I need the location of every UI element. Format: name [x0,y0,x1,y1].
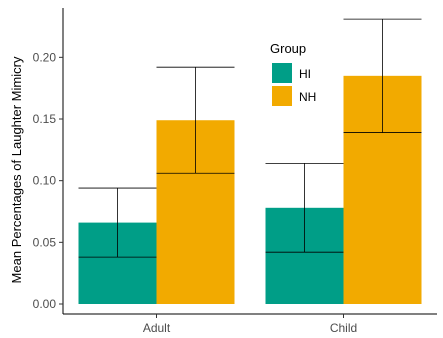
y-tick-label: 0.05 [33,235,57,249]
y-axis-ticks: 0.00 0.05 0.10 0.15 0.20 [33,50,63,311]
y-tick-label: 0.15 [33,112,57,126]
y-tick-label: 0.10 [33,174,57,188]
legend: Group HI NH [270,41,316,106]
y-tick-label: 0.20 [33,50,57,64]
legend-swatch-nh [272,86,292,106]
plot-area [78,18,422,304]
y-tick-label: 0.00 [33,297,57,311]
legend-label-nh: NH [299,90,316,104]
x-tick-label: Child [330,321,357,335]
x-tick-label: Adult [143,321,171,335]
x-axis-ticks: Adult Child [143,314,357,335]
legend-title: Group [270,41,306,56]
y-axis-title: Mean Percentages of Laughter Mimicry [9,56,24,283]
legend-label-hi: HI [299,67,311,81]
legend-swatch-hi [272,63,292,83]
